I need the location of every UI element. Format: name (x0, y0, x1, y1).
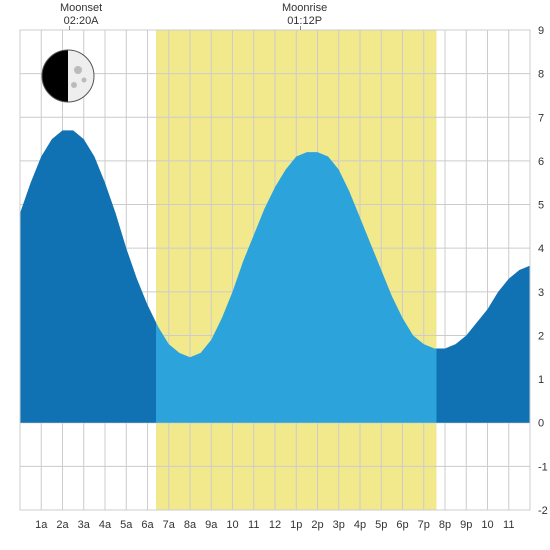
y-tick-label: 1 (538, 374, 544, 386)
x-tick-label: 1a (35, 519, 48, 531)
y-tick-label: 6 (538, 156, 544, 168)
moon-phase-icon (42, 50, 94, 102)
y-tick-label: 0 (538, 418, 544, 430)
x-tick-label: 11 (503, 519, 514, 531)
moonset-time: 02:20A (64, 15, 99, 27)
chart-svg: 1a2a3a4a5a6a7a8a9a1011121p2p3p4p5p6p7p8p… (0, 0, 550, 550)
y-tick-label: -1 (538, 461, 548, 473)
x-tick-label: 6p (396, 519, 408, 531)
y-tick-label: 2 (538, 330, 544, 342)
moonset-label: Moonset 02:20A (60, 2, 102, 28)
x-tick-label: 2a (56, 519, 69, 531)
x-tick-label: 4p (354, 519, 366, 531)
x-tick-label: 8a (184, 519, 197, 531)
x-tick-label: 8p (439, 519, 451, 531)
x-tick-label: 10 (226, 519, 238, 531)
y-tick-label: 4 (538, 243, 544, 255)
moonrise-time: 01:12P (287, 15, 322, 27)
x-tick-label: 5p (375, 519, 387, 531)
y-tick-label: 5 (538, 200, 544, 212)
y-tick-label: -2 (538, 505, 548, 517)
x-tick-label: 11 (248, 519, 259, 531)
x-tick-label: 12 (269, 519, 281, 531)
x-tick-label: 7a (163, 519, 176, 531)
x-tick-label: 9p (460, 519, 472, 531)
x-tick-label: 6a (141, 519, 154, 531)
y-tick-label: 3 (538, 287, 544, 299)
x-tick-label: 3p (333, 519, 345, 531)
x-tick-label: 5a (120, 519, 133, 531)
y-tick-label: 7 (538, 112, 544, 124)
x-tick-label: 4a (99, 519, 112, 531)
x-tick-label: 7p (418, 519, 430, 531)
x-tick-label: 2p (311, 519, 323, 531)
y-tick-label: 9 (538, 25, 544, 37)
moonrise-title: Moonrise (282, 2, 327, 14)
tide-chart: Moonset 02:20A Moonrise 01:12P 1a 2a 3a 4a 5… (0, 0, 550, 550)
moonrise-label: Moonrise 01:12P (282, 2, 327, 28)
moonset-title: Moonset (60, 2, 102, 14)
y-tick-label: 8 (538, 69, 544, 81)
x-tick-label: 3a (78, 519, 91, 531)
x-tick-label: 10 (481, 519, 493, 531)
x-tick-label: 1p (290, 519, 302, 531)
x-tick-label: 9a (205, 519, 218, 531)
